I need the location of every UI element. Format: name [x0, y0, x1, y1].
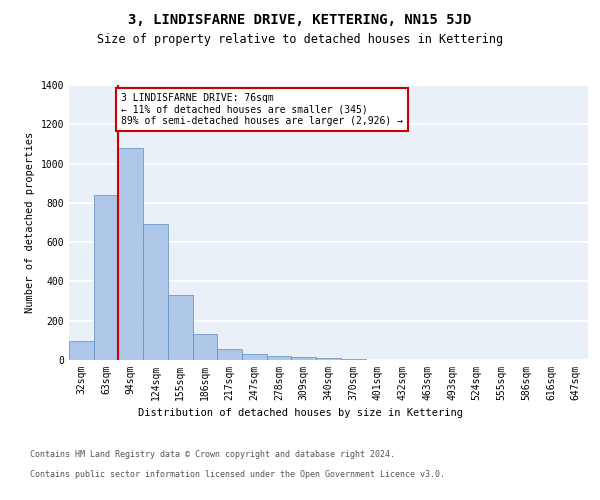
Bar [143, 224, 168, 360]
Text: Contains public sector information licensed under the Open Government Licence v3: Contains public sector information licen… [30, 470, 445, 479]
Bar [341, 359, 365, 360]
Bar [168, 295, 193, 360]
Text: Distribution of detached houses by size in Kettering: Distribution of detached houses by size … [137, 408, 463, 418]
Bar [242, 354, 267, 360]
Bar [118, 148, 143, 360]
Text: Size of property relative to detached houses in Kettering: Size of property relative to detached ho… [97, 32, 503, 46]
Bar [292, 357, 316, 360]
Text: 3 LINDISFARNE DRIVE: 76sqm
← 11% of detached houses are smaller (345)
89% of sem: 3 LINDISFARNE DRIVE: 76sqm ← 11% of deta… [121, 93, 403, 126]
Y-axis label: Number of detached properties: Number of detached properties [25, 132, 35, 313]
Text: Contains HM Land Registry data © Crown copyright and database right 2024.: Contains HM Land Registry data © Crown c… [30, 450, 395, 459]
Bar [94, 195, 118, 360]
Bar [217, 349, 242, 360]
Bar [193, 334, 217, 360]
Bar [316, 358, 341, 360]
Bar [267, 356, 292, 360]
Bar [69, 342, 94, 360]
Text: 3, LINDISFARNE DRIVE, KETTERING, NN15 5JD: 3, LINDISFARNE DRIVE, KETTERING, NN15 5J… [128, 12, 472, 26]
